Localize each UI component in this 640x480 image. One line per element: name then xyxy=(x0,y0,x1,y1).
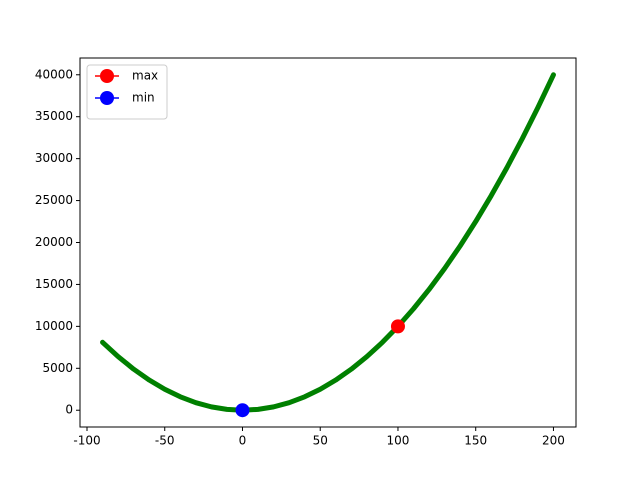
legend-label: max xyxy=(132,69,158,83)
x-tick-label: 50 xyxy=(313,434,328,448)
x-tick-label: 200 xyxy=(542,434,565,448)
y-tick-label: 20000 xyxy=(35,235,73,249)
y-tick-label: 0 xyxy=(65,403,73,417)
y-tick-label: 25000 xyxy=(35,193,73,207)
plot-frame xyxy=(79,57,577,428)
x-tick-label: 150 xyxy=(464,434,487,448)
y-tick-label: 40000 xyxy=(35,67,73,81)
point xyxy=(390,319,405,334)
legend-label: min xyxy=(132,91,155,105)
legend-marker xyxy=(100,91,114,105)
x-tick-label: 0 xyxy=(239,434,247,448)
y-tick-label: 15000 xyxy=(35,277,73,291)
legend-marker xyxy=(100,69,114,83)
x-tick-label: 100 xyxy=(387,434,410,448)
x-tick-label: -100 xyxy=(73,434,100,448)
y-tick-label: 30000 xyxy=(35,151,73,165)
curve xyxy=(100,72,556,413)
point xyxy=(235,403,250,418)
x-tick-label: -50 xyxy=(155,434,175,448)
y-tick-label: 5000 xyxy=(42,361,73,375)
y-tick-label: 10000 xyxy=(35,319,73,333)
y-tick-label: 35000 xyxy=(35,109,73,123)
